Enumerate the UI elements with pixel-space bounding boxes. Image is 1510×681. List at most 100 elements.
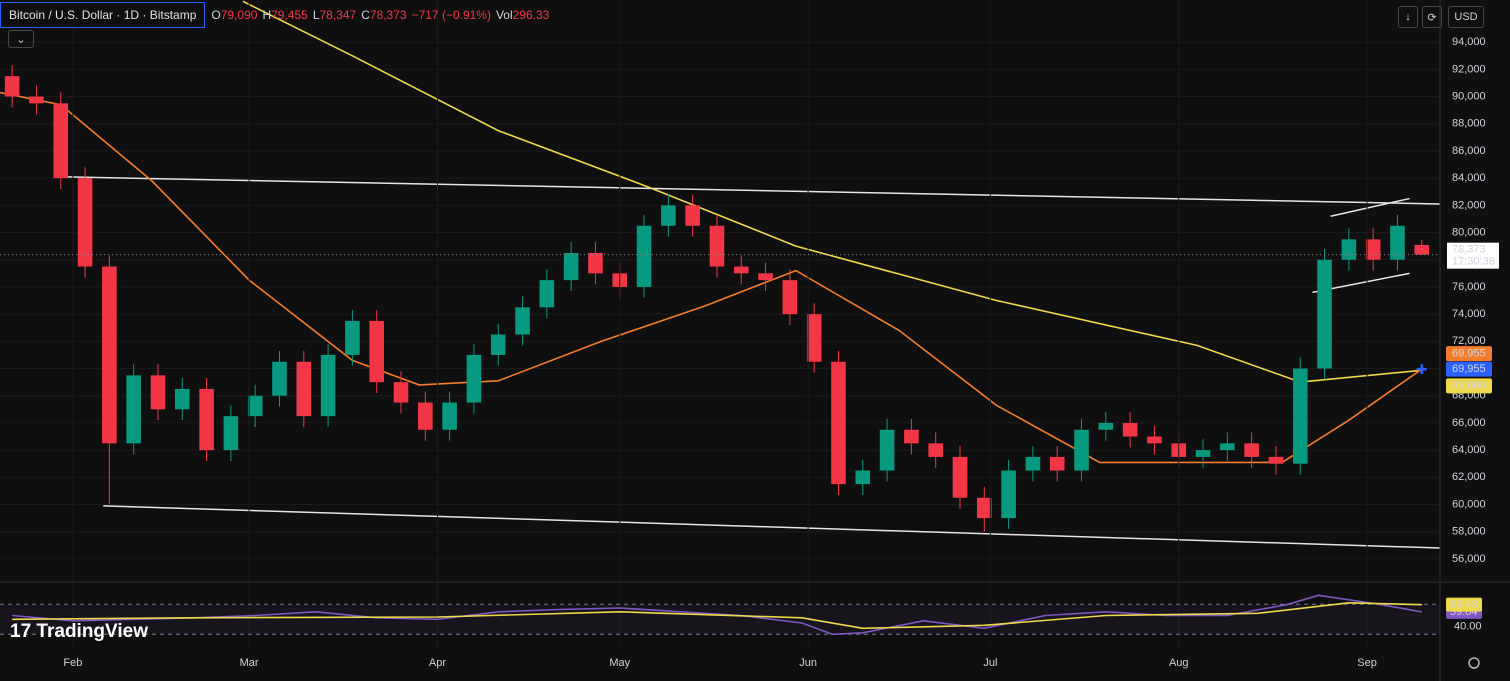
y-tick-label: 92,000 [1452,63,1486,75]
rsi-tick-label: 40.00 [1454,621,1482,633]
download-button[interactable]: ↓ [1398,6,1418,28]
trend-line [60,176,1440,205]
y-tick-label: 94,000 [1452,36,1486,48]
x-tick-label: Feb [63,657,82,669]
crosshair-marker [1416,364,1427,375]
refresh-button[interactable]: ⟳ [1422,6,1442,28]
candle-body [223,416,239,451]
candle-body [563,252,579,281]
candle-body [1147,436,1162,444]
candle-body [661,205,676,226]
trend-line [103,505,1440,549]
price-tag [1446,361,1492,377]
rsi-tag [1446,597,1482,612]
candle-body [369,320,384,383]
candle-body [782,280,798,315]
candle-body [1268,456,1284,464]
rsi-line [12,594,1422,636]
candle-body [442,402,457,430]
rsi-line [12,601,1422,630]
candle-body [4,76,20,97]
rsi-tag-label: 69.43 [1450,599,1478,611]
x-tick-label: May [609,657,630,669]
candle-body [1414,244,1430,255]
candle-body [247,395,263,417]
candle-body [904,429,919,444]
y-tick-label: 82,000 [1452,199,1486,211]
candle-body [1098,422,1114,430]
candle-body [1365,239,1381,260]
ohlc-value: 79,090 [220,8,258,22]
candle-body [296,361,312,417]
y-tick-label: 90,000 [1452,90,1486,102]
y-tick-label: 64,000 [1452,444,1486,456]
ohlc-item: −717 (−0.91%) [412,8,491,22]
brand-name: TradingView [36,621,148,642]
ohlc-value: 78,373 [369,8,407,22]
candle-body [1244,443,1259,457]
x-tick-label: Jun [799,657,817,669]
candle-body [758,273,773,281]
y-tick-label: 76,000 [1452,281,1486,293]
last-price-label: 78,373 [1452,244,1486,256]
ohlc-label: C [361,8,370,22]
y-tick-label: 60,000 [1452,498,1486,510]
y-tick-label: 88,000 [1452,118,1486,130]
trend-line [1330,197,1410,217]
ohlc-value: 79,455 [271,8,308,22]
y-tick-label: 58,000 [1452,526,1486,538]
currency-button[interactable]: USD [1448,6,1484,28]
candle-body [709,225,725,267]
candle-body [199,388,214,451]
ohlc-item: C78,373 [361,8,406,22]
ohlc-label: O [211,8,221,22]
y-tick-label: 84,000 [1452,172,1486,184]
candle-body [1195,450,1211,457]
candle-body [1074,429,1089,471]
ohlc-label: H [262,8,272,22]
candle-body [831,361,846,485]
candle-body [855,470,871,485]
candle-body [1292,368,1308,464]
candle-body [150,375,166,410]
x-tick-label: Aug [1169,657,1189,669]
price-tag-label: 69,869 [1452,380,1486,392]
candle-body [1049,456,1065,471]
candle-body [320,354,336,417]
ohlc-item: Vol296.33 [496,8,549,22]
last-price-tag [1447,242,1499,269]
candle-body [588,252,603,274]
rsi-band [0,604,1440,635]
price-tag-label: 69,955 [1452,348,1486,360]
price-pane [0,0,1440,560]
candle-body [1025,456,1041,471]
ohlc-item: H79,455 [262,8,307,22]
symbol-title[interactable]: Bitcoin / U.S. Dollar · 1D · Bitstamp [0,2,206,28]
collapse-button[interactable]: ⌄ [8,30,34,48]
ohlc-label: Vol [495,8,513,22]
x-tick-label: Jul [983,657,997,669]
y-tick-label: 62,000 [1452,471,1486,483]
candle-body [77,178,93,267]
price-tag-label: 69,955 [1452,363,1486,375]
candle-body [29,96,44,104]
candle-body [1390,225,1405,260]
candle-body [53,103,69,179]
moving-average [0,91,1423,464]
candle-body [1122,422,1138,437]
candle-body [102,266,117,444]
y-tick-label: 72,000 [1452,335,1486,347]
countdown-label: 17:30:38 [1452,256,1495,268]
candle-body [1341,239,1357,260]
x-tick-label: Apr [429,657,446,669]
candle-body [636,225,652,287]
candle-body [515,307,530,335]
candle-body [952,456,968,498]
candle-body [928,443,943,457]
x-tick-label: Sep [1357,657,1377,669]
moving-average [242,0,1422,383]
x-tick-label: Mar [240,657,259,669]
ohlc-value: 78,347 [319,8,357,22]
